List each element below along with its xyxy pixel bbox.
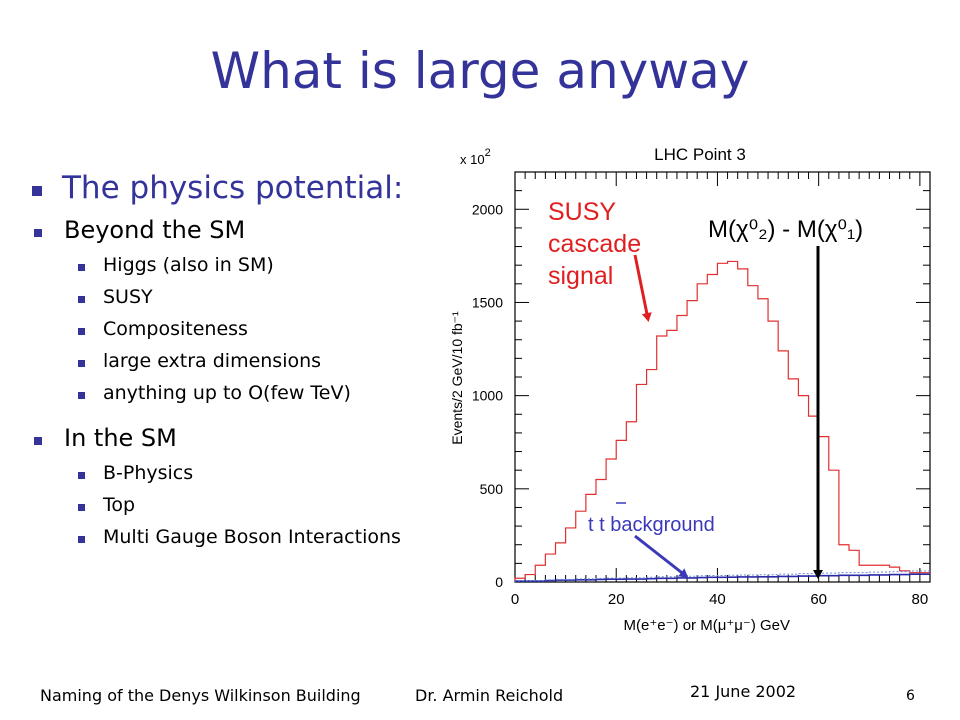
- background-arrow: [634, 534, 689, 578]
- bullet-square-icon: [78, 328, 85, 335]
- mass-difference-annotation: M(χ⁰₂) - M(χ⁰₁): [708, 216, 863, 243]
- background-histogram-band: [514, 570, 930, 582]
- bullet-item: In the SM: [30, 424, 510, 452]
- bullet-text: SUSY: [103, 286, 153, 308]
- bullet-item: SUSY: [30, 286, 510, 308]
- y-tick-label: 1000: [472, 388, 503, 404]
- bullet-square-icon: [78, 392, 85, 399]
- bullet-text: Multi Gauge Boson Interactions: [103, 526, 401, 548]
- background-annotation: t t background: [588, 514, 715, 536]
- y-tick-label: 2000: [472, 201, 503, 217]
- y-multiplier-exp: 2: [485, 147, 491, 159]
- slide-title: What is large anyway: [210, 42, 750, 100]
- x-tick-label: 40: [709, 591, 726, 608]
- bullet-text: In the SM: [64, 424, 177, 452]
- bullet-item: Compositeness: [30, 318, 510, 340]
- bullet-square-icon: [34, 437, 42, 445]
- susy-annotation-line-3: signal: [548, 262, 613, 290]
- bullet-square-icon: [78, 296, 85, 303]
- y-multiplier-base: x 10: [460, 152, 485, 167]
- bullet-text: anything up to O(few TeV): [103, 382, 351, 404]
- susy-arrow: [633, 254, 652, 322]
- y-axis: 0 500 1000 1500 2000: [472, 190, 930, 590]
- x-tick-label: 20: [608, 591, 625, 608]
- susy-annotation-line-2: cascade: [548, 230, 641, 258]
- bullet-square-icon: [32, 186, 42, 196]
- bullet-item: Beyond the SM: [30, 216, 510, 244]
- y-multiplier: x 102: [460, 147, 491, 167]
- bullet-square-icon: [78, 536, 85, 543]
- bullet-square-icon: [34, 229, 42, 237]
- susy-annotation-line-1: SUSY: [548, 198, 616, 226]
- bullet-item: anything up to O(few TeV): [30, 382, 510, 404]
- bullet-item: Top: [30, 494, 510, 516]
- chart-title: LHC Point 3: [654, 145, 746, 164]
- bullet-item: Multi Gauge Boson Interactions: [30, 526, 510, 548]
- slide-number: 6: [906, 688, 915, 704]
- bullet-text: Beyond the SM: [64, 216, 246, 244]
- footer-date: 21 June 2002: [690, 682, 797, 701]
- y-tick-label: 1500: [472, 294, 503, 310]
- background-histogram-line: [514, 573, 930, 582]
- bullet-text: Top: [103, 494, 136, 516]
- x-tick-label: 80: [912, 591, 929, 608]
- footer-title: Naming of the Denys Wilkinson Building: [40, 686, 361, 705]
- bullet-text: Higgs (also in SM): [103, 254, 274, 276]
- footer-author: Dr. Armin Reichold: [415, 686, 564, 705]
- invariant-mass-histogram: 0 500 1000 1500 2000 0 20 40 60 80 LHC Point 3 x…: [449, 145, 931, 634]
- signal-histogram-line: [514, 260, 930, 582]
- x-axis-label: M(e⁺e⁻) or M(μ⁺μ⁻) GeV: [624, 617, 790, 634]
- y-tick-label: 0: [495, 574, 503, 590]
- bullet-text: large extra dimensions: [103, 350, 322, 372]
- bullet-square-icon: [78, 360, 85, 367]
- bullet-item: Higgs (also in SM): [30, 254, 510, 276]
- y-tick-label: 500: [480, 481, 504, 497]
- susy-annotation: SUSY cascade signal: [548, 198, 648, 290]
- bullet-list: The physics potential: Beyond the SM Hig…: [30, 170, 510, 548]
- bullet-item: large extra dimensions: [30, 350, 510, 372]
- bullet-square-icon: [78, 264, 85, 271]
- bullet-text: B-Physics: [103, 462, 194, 484]
- x-tick-label: 0: [511, 591, 519, 608]
- bullet-text: The physics potential:: [62, 170, 404, 206]
- x-tick-label: 60: [810, 591, 827, 608]
- bullet-square-icon: [78, 472, 85, 479]
- bullet-item: The physics potential:: [30, 170, 510, 206]
- bullet-item: B-Physics: [30, 462, 510, 484]
- bullet-square-icon: [78, 504, 85, 511]
- x-axis: 0 20 40 60 80: [511, 172, 928, 608]
- y-axis-label: Events/2 GeV/10 fb⁻¹: [449, 311, 465, 445]
- bullet-text: Compositeness: [103, 318, 248, 340]
